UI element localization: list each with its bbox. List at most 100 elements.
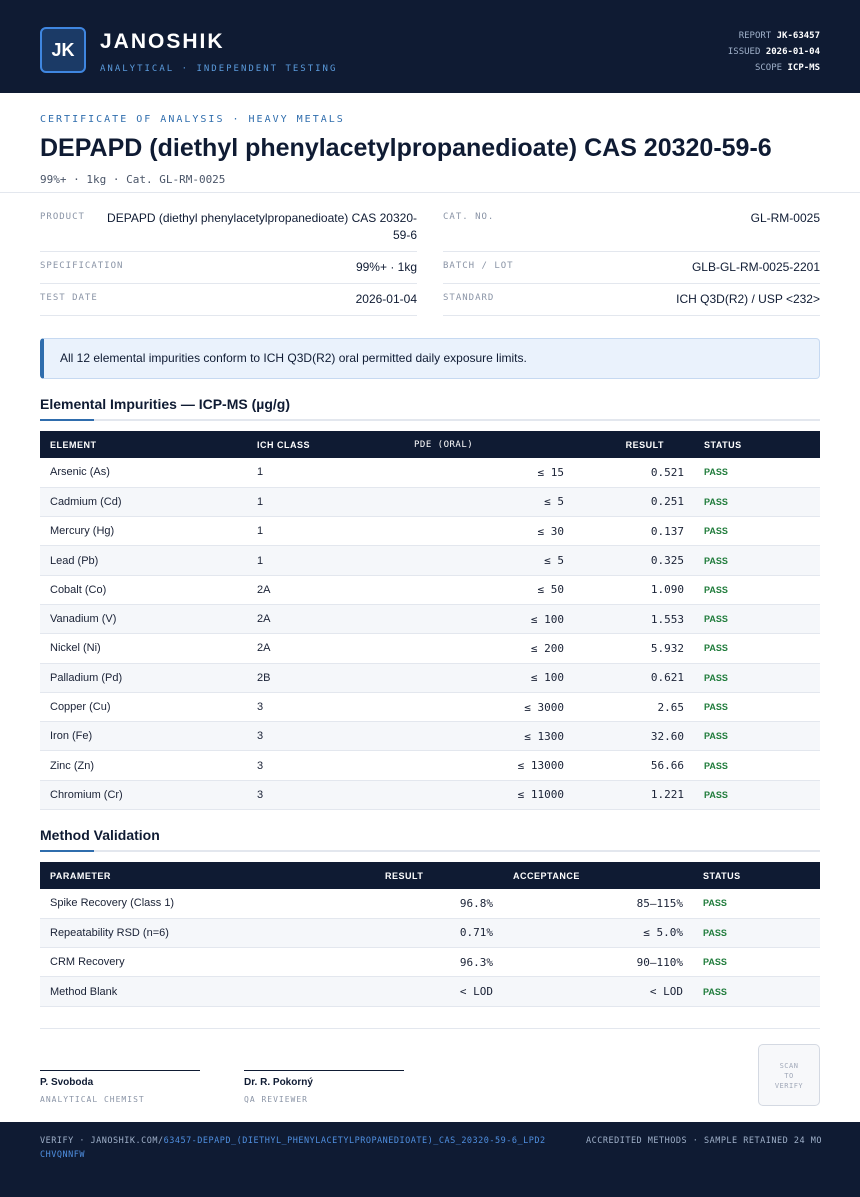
info-value: ICH Q3D(R2) / USP <232> [676,292,820,306]
report-header: JK JANOSHIK ANALYTICAL · INDEPENDENT TES… [0,0,860,93]
verify-prefix: VERIFY · JANOSHIK.COM/ [40,1136,164,1146]
result-cell: 0.251 [574,487,694,518]
pde-cell: ≤ 13000 [404,750,574,781]
acceptance-cell: ≤ 5.0% [503,918,693,949]
element-cell: Lead (Pb) [40,545,247,576]
conformance-banner: All 12 elemental impurities conform to I… [40,338,820,379]
brand-logo: JK [40,27,86,73]
verify-qr-code[interactable]: SCAN TO VERIFY [758,1044,820,1106]
report-id-line: REPORT JK-63457 [728,28,820,44]
pde-cell: ≤ 30 [404,516,574,547]
status-badge: PASS [693,947,820,978]
result-cell: 0.137 [574,516,694,547]
impurity-row: Chromium (Cr) 3 ≤ 11000 1.221 PASS [40,780,820,811]
element-cell: Zinc (Zn) [40,750,247,781]
pde-cell: ≤ 3000 [404,692,574,723]
status-badge: PASS [694,663,820,693]
ich-class-cell: 2A [247,604,404,635]
verify-url[interactable]: VERIFY · JANOSHIK.COM/63457-DEPAPD_(DIET… [40,1134,550,1162]
col-acceptance: ACCEPTANCE [503,862,693,889]
col-result: RESULT [574,431,694,458]
element-cell: Vanadium (V) [40,604,247,635]
result-cell: 0.521 [574,458,694,488]
qr-caption: TO [784,1072,794,1080]
status-badge: PASS [694,458,820,488]
impurity-row: Cobalt (Co) 2A ≤ 50 1.090 PASS [40,575,820,605]
status-badge: PASS [694,721,820,752]
info-label: CAT. NO. [443,212,495,222]
ich-class-cell: 2B [247,663,404,693]
impurities-heading: Elemental Impurities — ICP-MS (µg/g) [40,396,290,412]
scope-label: SCOPE [754,63,783,73]
info-test-date: TEST DATE 2026-01-04 [40,291,417,316]
ich-class-cell: 1 [247,487,404,518]
issued-label: ISSUED [727,47,761,57]
result-cell: 0.621 [574,663,694,693]
certificate-kicker: CERTIFICATE OF ANALYSIS · HEAVY METALS [40,114,345,125]
impurities-table: ELEMENT ICH CLASS PDE (ORAL) RESULT STAT… [40,431,820,811]
info-value: 2026-01-04 [355,292,417,306]
element-cell: Nickel (Ni) [40,633,247,664]
impurities-heading-rule [40,419,820,421]
col-element: ELEMENT [40,431,247,458]
result-cell: 1.221 [574,780,694,811]
impurity-row: Arsenic (As) 1 ≤ 15 0.521 PASS [40,458,820,488]
status-badge: PASS [693,918,820,949]
result-cell: 32.60 [574,721,694,752]
parameter-cell: Method Blank [40,976,375,1007]
validation-row: Method Blank < LOD < LOD PASS [40,976,820,1007]
report-footer: VERIFY · JANOSHIK.COM/63457-DEPAPD_(DIET… [0,1122,860,1197]
verify-link[interactable]: 63457-DEPAPD_(DIETHYL_PHENYLACETYLPROPAN… [40,1136,546,1160]
status-badge: PASS [694,545,820,576]
ich-class-cell: 2A [247,633,404,664]
impurity-row: Lead (Pb) 1 ≤ 5 0.325 PASS [40,545,820,576]
brand-name: JANOSHIK [100,30,225,53]
brand-tagline: ANALYTICAL · INDEPENDENT TESTING [100,64,338,74]
impurity-row: Vanadium (V) 2A ≤ 100 1.553 PASS [40,604,820,635]
element-cell: Palladium (Pd) [40,663,247,693]
validation-table: PARAMETER RESULT ACCEPTANCE STATUS Spike… [40,862,820,1007]
title-divider [0,192,860,193]
ich-class-cell: 1 [247,458,404,488]
element-cell: Iron (Fe) [40,721,247,752]
impurity-row: Nickel (Ni) 2A ≤ 200 5.932 PASS [40,633,820,664]
ich-class-cell: 3 [247,750,404,781]
parameter-cell: Spike Recovery (Class 1) [40,889,375,919]
pde-cell: ≤ 50 [404,575,574,605]
status-badge: PASS [693,976,820,1007]
report-meta: REPORT JK-63457 ISSUED 2026-01-04 SCOPE … [728,28,820,76]
element-cell: Cadmium (Cd) [40,487,247,518]
issued-date: 2026-01-04 [765,47,820,57]
impurity-row: Palladium (Pd) 2B ≤ 100 0.621 PASS [40,663,820,693]
impurity-row: Cadmium (Cd) 1 ≤ 5 0.251 PASS [40,487,820,518]
pde-cell: ≤ 100 [404,663,574,693]
status-badge: PASS [694,516,820,547]
signature-divider [40,1028,820,1029]
col-ich-class: ICH CLASS [247,431,404,458]
ich-class-cell: 3 [247,721,404,752]
qr-caption: VERIFY [774,1082,804,1090]
info-label: TEST DATE [40,293,98,303]
impurity-row: Zinc (Zn) 3 ≤ 13000 56.66 PASS [40,750,820,781]
impurities-header-row: ELEMENT ICH CLASS PDE (ORAL) RESULT STAT… [40,431,820,458]
info-value: GL-RM-0025 [750,211,820,225]
validation-row: Spike Recovery (Class 1) 96.8% 85–115% PASS [40,889,820,919]
ich-class-cell: 3 [247,692,404,723]
pde-cell: ≤ 15 [404,458,574,488]
element-cell: Copper (Cu) [40,692,247,723]
acceptance-cell: 85–115% [503,889,693,919]
signature-line [40,1070,200,1071]
scope-line: SCOPE ICP-MS [728,60,820,76]
impurity-row: Copper (Cu) 3 ≤ 3000 2.65 PASS [40,692,820,723]
info-label: STANDARD [443,293,495,303]
parameter-cell: CRM Recovery [40,947,375,978]
info-label: PRODUCT [40,212,85,222]
info-value: DEPAPD (diethyl phenylacetylpropanedioat… [107,211,417,242]
status-badge: PASS [694,575,820,605]
col-status: STATUS [694,431,820,458]
ich-class-cell: 2A [247,575,404,605]
heading-accent [40,419,94,421]
ich-class-cell: 1 [247,516,404,547]
heading-accent [40,850,94,852]
validation-heading: Method Validation [40,827,160,843]
